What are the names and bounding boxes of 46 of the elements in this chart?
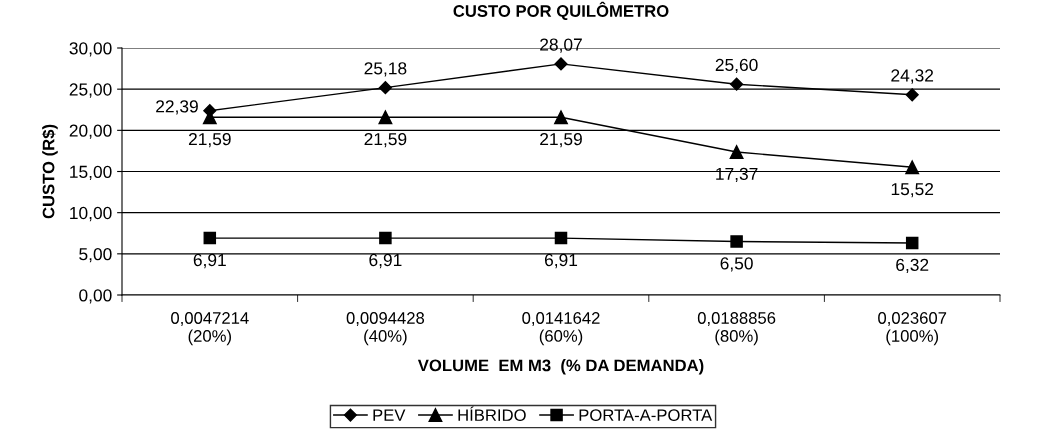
point: [905, 88, 919, 102]
x-axis-title: VOLUME EM M3 (% DA DEMANDA): [417, 359, 704, 375]
point: [554, 57, 568, 71]
data-label: 24,32: [891, 69, 934, 84]
y-tick-label: 10,00: [70, 206, 112, 222]
point: [378, 110, 393, 125]
point: [730, 77, 744, 91]
y-tick-label: 15,00: [70, 165, 112, 181]
chart-title: CUSTO POR QUILÔMETRO: [453, 1, 669, 21]
data-label: 15,52: [891, 182, 934, 198]
data-label: 22,39: [156, 100, 198, 115]
data-label: 25,18: [364, 62, 407, 77]
y-tick-label: 0,00: [79, 289, 112, 304]
point: [729, 145, 744, 159]
x-tick-label: 0,023607 (100%): [878, 312, 947, 346]
x-tick-label: 0,0047214 (20%): [171, 312, 249, 346]
x-tick-label: 0,0141642 (60%): [522, 312, 600, 346]
data-label: 21,59: [188, 132, 231, 148]
y-tick-label: 30,00: [69, 42, 112, 57]
point: [379, 231, 392, 245]
point: [730, 235, 743, 248]
y-tick-label: 5,00: [79, 248, 112, 263]
data-label: 21,59: [364, 132, 407, 148]
legend-label: PORTA-A-PORTA: [579, 409, 713, 422]
point: [378, 81, 392, 95]
x-tick-label: 0,0094428 (40%): [346, 312, 425, 346]
data-label: 6,91: [193, 253, 226, 269]
x-tick-label: 0,0188856 (80%): [697, 312, 776, 346]
legend-label: HÍBRIDO: [458, 406, 526, 422]
point: [905, 236, 919, 250]
data-label: 17,37: [716, 167, 758, 183]
point: [554, 231, 568, 245]
data-label: 6,32: [896, 258, 929, 274]
y-axis-title: CUSTO (R$): [41, 124, 58, 219]
point: [554, 110, 568, 125]
point: [203, 231, 217, 245]
legend-label: PEV: [373, 409, 406, 421]
y-tick-label: 20,00: [69, 124, 112, 139]
data-label: 6,50: [720, 257, 753, 272]
data-label: 28,07: [540, 38, 582, 53]
data-label: 6,91: [544, 253, 578, 269]
data-label: 21,59: [540, 132, 582, 148]
point: [905, 160, 920, 175]
data-label: 25,60: [715, 58, 758, 74]
data-label: 6,91: [369, 253, 402, 269]
y-tick-label: 25,00: [69, 83, 112, 98]
